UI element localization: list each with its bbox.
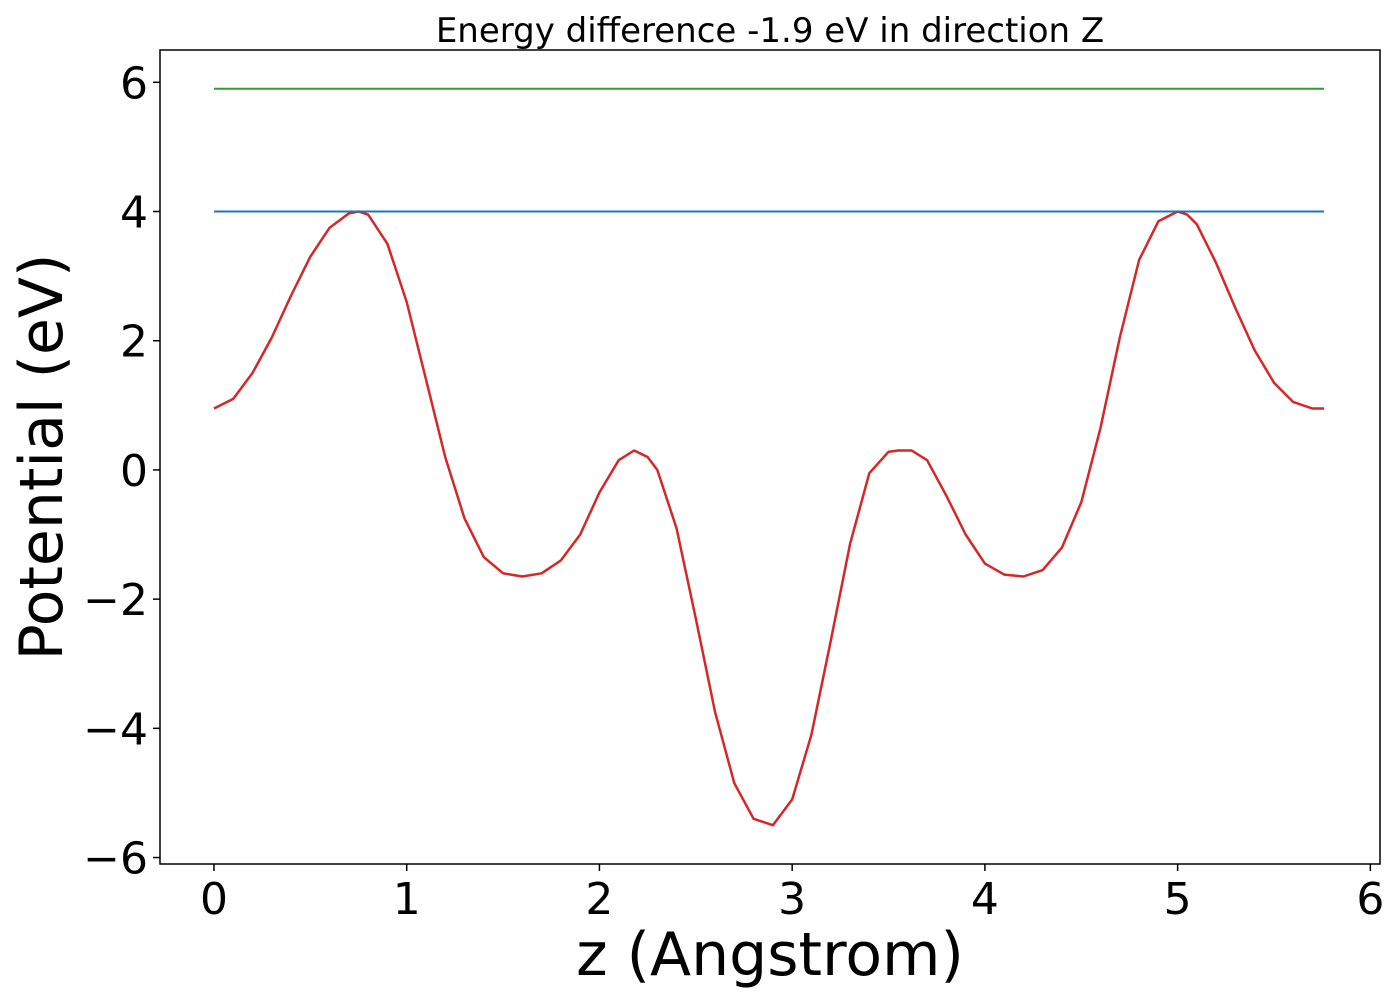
x-tick-label: 3 (778, 874, 806, 925)
x-axis-label: z (Angstrom) (576, 920, 964, 990)
axes-frame (159, 49, 1381, 865)
y-tick-label: −6 (83, 834, 148, 885)
y-tick-label: −2 (83, 575, 148, 626)
y-tick-label: 0 (120, 446, 148, 497)
x-tick-label: 6 (1356, 874, 1384, 925)
x-tick-label: 0 (200, 874, 228, 925)
potential-curve (213, 210, 1325, 827)
y-tick-label: −4 (83, 704, 148, 755)
x-tick-label: 4 (971, 874, 999, 925)
y-axis-label: Potential (eV) (7, 254, 77, 661)
x-tick-label: 2 (585, 874, 613, 925)
y-tick-label: 4 (120, 188, 148, 239)
chart-title: Energy difference -1.9 eV in direction Z (436, 11, 1104, 51)
x-tick-label: 5 (1164, 874, 1192, 925)
y-tick-label: 6 (120, 58, 148, 109)
x-tick-label: 1 (393, 874, 421, 925)
y-tick-label: 2 (120, 317, 148, 368)
